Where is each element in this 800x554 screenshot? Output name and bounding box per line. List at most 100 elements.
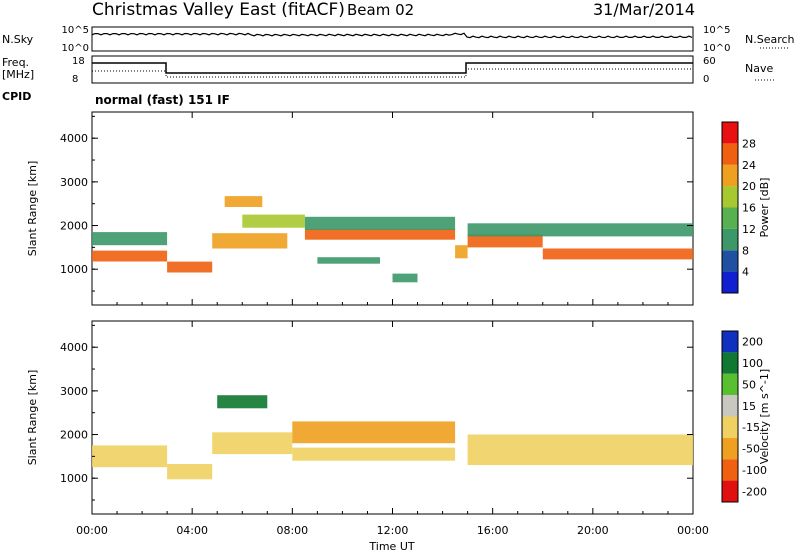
colorbar-segment xyxy=(722,352,738,374)
colorbar-tick-label: -50 xyxy=(742,443,760,456)
noise-sky-line xyxy=(91,32,693,39)
freq-left-tick-top: 18 xyxy=(72,56,85,67)
cpid-value: normal (fast) 151 IF xyxy=(95,93,230,107)
y-tick-label: 2000 xyxy=(60,429,88,442)
noise-right-tick-top: 10^5 xyxy=(703,25,730,36)
beam-label: Beam 02 xyxy=(347,1,414,19)
data-band-13 xyxy=(542,248,694,260)
freq-left-label-2: [MHz] xyxy=(2,68,34,81)
x-tick-label: 00:00 xyxy=(677,524,709,537)
colorbar-segment xyxy=(722,271,738,293)
y-axis-label: Slant Range [km] xyxy=(26,370,39,466)
y-tick-label: 3000 xyxy=(60,176,88,189)
data-band-11 xyxy=(467,234,543,248)
y-tick-label: 4000 xyxy=(60,341,88,354)
colorbar-tick-label: 16 xyxy=(742,202,756,215)
y-tick-label: 1000 xyxy=(60,472,88,485)
freq-panel xyxy=(91,55,694,84)
station-title: Christmas Valley East (fitACF) xyxy=(92,0,345,20)
data-band-6 xyxy=(467,434,693,466)
colorbar-segment xyxy=(722,228,738,251)
colorbar-segment xyxy=(722,250,738,272)
colorbar-tick-label: 12 xyxy=(742,223,756,236)
noise-right-label: N.Search xyxy=(745,33,795,46)
colorbar-tick-label: 15 xyxy=(742,400,756,413)
colorbar-segment xyxy=(722,373,738,396)
freq-right-tick-top: 60 xyxy=(703,56,716,67)
colorbar-segment xyxy=(722,459,738,481)
colorbar-segment xyxy=(722,122,738,144)
colorbar-segment xyxy=(722,186,738,208)
plot-frame xyxy=(91,320,694,515)
colorbar-segment xyxy=(722,207,738,229)
y-tick-label: 3000 xyxy=(60,385,88,398)
noise-right-tick-bottom: 10^0 xyxy=(703,43,730,54)
y-tick-label: 2000 xyxy=(60,220,88,233)
data-band-4 xyxy=(224,196,263,207)
x-tick-label: 16:00 xyxy=(477,524,509,537)
freq-left-label-1: Freq. xyxy=(2,56,29,69)
time-axis: 00:00 04:00 08:00 12:00 16:00 20:00 00:00 xyxy=(76,524,709,537)
colorbar-tick-label: 50 xyxy=(742,378,756,391)
colorbar-tick-label: 100 xyxy=(742,357,763,370)
data-band-2 xyxy=(167,261,213,273)
colorbar-tick-label: 200 xyxy=(742,336,763,349)
x-tick-label: 08:00 xyxy=(276,524,308,537)
data-band-10 xyxy=(455,245,468,259)
colorbar-segment xyxy=(722,164,738,187)
data-band-8 xyxy=(317,257,380,264)
noise-left-tick-bottom: 10^0 xyxy=(62,43,89,54)
colorbar-label: Power [dB] xyxy=(758,178,771,238)
noise-left-label: N.Sky xyxy=(2,33,34,46)
plot-frame xyxy=(91,111,694,306)
colorbar-segment xyxy=(722,416,738,438)
data-band-6 xyxy=(304,228,456,240)
power-heatmap-panel: 1000 2000 3000 4000 Slant Range [km] 4 8 12 16 20… xyxy=(26,111,771,306)
colorbar-tick-label: 4 xyxy=(742,266,749,279)
x-tick-label: 00:00 xyxy=(76,524,108,537)
freq-line xyxy=(92,62,693,74)
x-axis-label: Time UT xyxy=(368,540,414,553)
y-tick-label: 4000 xyxy=(60,132,88,145)
colorbar-tick-label: -100 xyxy=(742,464,767,477)
y-tick-label: 1000 xyxy=(60,263,88,276)
data-band-2 xyxy=(212,432,293,455)
cpid-label: CPID xyxy=(2,90,31,103)
colorbar-tick-label: 8 xyxy=(742,244,749,257)
velocity-heatmap-panel: 1000 2000 3000 4000 Slant Range [km] 200 100 50… xyxy=(26,320,771,515)
colorbar-label: Velocity [m s^-1] xyxy=(758,369,771,464)
colorbar-frame xyxy=(721,121,739,294)
colorbar-segment xyxy=(722,395,738,417)
colorbar-frame xyxy=(721,330,739,503)
data-band-0 xyxy=(92,250,168,262)
colorbar-segment xyxy=(722,143,738,165)
data-band-4 xyxy=(292,421,456,444)
colorbar-segment xyxy=(722,437,738,460)
data-band-1 xyxy=(167,464,213,480)
colorbar-tick-label: 28 xyxy=(742,137,756,150)
x-tick-label: 04:00 xyxy=(176,524,208,537)
data-band-0 xyxy=(92,445,168,468)
x-tick-label: 12:00 xyxy=(377,524,409,537)
data-band-3 xyxy=(217,395,268,409)
date-label: 31/Mar/2014 xyxy=(593,0,695,19)
colorbar-tick-label: 20 xyxy=(742,180,756,193)
colorbar-tick-label: -15 xyxy=(742,421,760,434)
x-tick-label: 20:00 xyxy=(577,524,609,537)
data-band-1 xyxy=(92,232,168,246)
data-band-5 xyxy=(242,214,305,228)
colorbar-tick-label: -200 xyxy=(742,485,767,498)
noise-left-tick-top: 10^5 xyxy=(62,25,89,36)
colorbar-segment xyxy=(722,331,738,353)
freq-right-label: Nave xyxy=(745,62,773,75)
data-band-5 xyxy=(292,447,456,461)
colorbar-tick-label: 24 xyxy=(742,159,756,172)
data-band-9 xyxy=(392,273,418,283)
freq-right-tick-bottom: 0 xyxy=(703,74,709,85)
freq-left-tick-bottom: 8 xyxy=(72,74,78,85)
data-band-12 xyxy=(467,223,693,237)
data-band-3 xyxy=(212,233,288,249)
y-axis-label: Slant Range [km] xyxy=(26,161,39,257)
noise-panel xyxy=(91,26,694,52)
